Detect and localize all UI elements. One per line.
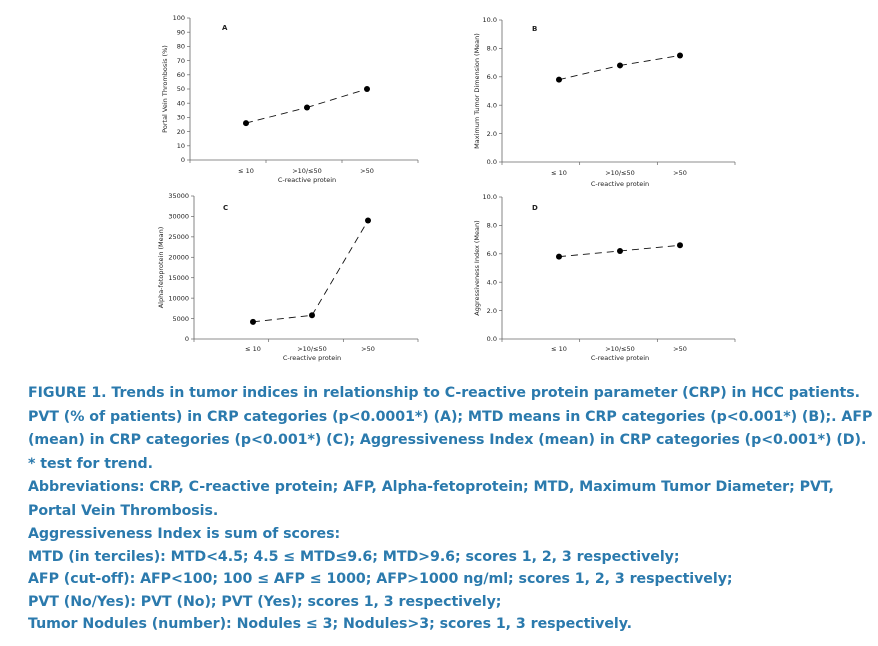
panel-b-trend-segment <box>619 55 681 66</box>
panel-a-data-point <box>364 86 370 92</box>
panel-c-y-tick-label: 0 <box>185 335 189 343</box>
panel-a-y-tick-label: 20 <box>177 128 185 136</box>
panel-d-y-tick-label: 10.0 <box>483 193 497 201</box>
caption-main: FIGURE 1. Trends in tumor indices in rel… <box>28 385 873 448</box>
panel-c-x-category-label: ≤ 10 <box>245 345 261 353</box>
panel-a-y-tick-label: 80 <box>177 43 185 51</box>
panel-a-x-category-label: ≤ 10 <box>238 167 254 175</box>
panel-d-data-point <box>677 242 683 249</box>
panel-b-y-tick-label: 6.0 <box>487 73 497 81</box>
panel-c-trend-segment <box>252 314 313 323</box>
panel-c-x-category-label: >10/≤50 <box>297 345 327 353</box>
caption-ai-title: Aggressiveness Index is sum of scores: <box>28 526 341 542</box>
panel-d-x-axis-label: C-reactive protein <box>591 354 649 362</box>
panel-b-x-category-label: >10/≤50 <box>605 169 635 177</box>
panel-b-y-tick-label: 2.0 <box>487 130 497 138</box>
panel-d-trend-segment <box>558 250 621 258</box>
panel-a-y-tick-label: 10 <box>177 142 185 150</box>
panel-c-data-point <box>250 318 256 325</box>
panel-d-x-category-label: >10/≤50 <box>605 345 635 353</box>
caption-test-note: * test for trend. <box>28 455 153 472</box>
panel-c-data-point <box>365 217 371 224</box>
caption-mtd: MTD (in terciles): MTD<4.5; 4.5 ≤ MTD≤9.… <box>28 548 680 565</box>
panel-a-y-tick-label: 40 <box>177 99 185 107</box>
panel-b-data-point <box>677 52 683 59</box>
panel-b-data-point <box>617 62 623 69</box>
panel-a-y-tick-label: 90 <box>177 28 185 36</box>
panel-c-y-tick-label: 35000 <box>168 192 189 200</box>
panel-b-x-category-label: >50 <box>673 169 687 177</box>
panel-b-y-tick-label: 10.0 <box>483 16 497 24</box>
panel-a-x-axis-label: C-reactive protein <box>278 176 336 184</box>
panel-a-data-point <box>304 104 310 111</box>
panel-a-y-tick-label: 0 <box>181 156 185 164</box>
caption-afp: AFP (cut-off): AFP<100; 100 ≤ AFP ≤ 1000… <box>28 571 733 587</box>
panel-a-y-tick-label: 30 <box>177 114 185 122</box>
panel-d-y-tick-label: 6.0 <box>487 250 497 258</box>
panel-a-letter-label: A <box>222 24 228 32</box>
panel-a-x-category-label: >10/≤50 <box>292 167 322 175</box>
caption-nodules: Tumor Nodules (number): Nodules ≤ 3; Nod… <box>28 616 632 632</box>
caption-abbreviations: Abbreviations: CRP, C-reactive protein; … <box>28 479 834 519</box>
panel-c-x-axis-label: C-reactive protein <box>283 354 341 362</box>
figure-caption: FIGURE 1. Trends in tumor indices in rel… <box>28 382 873 637</box>
panel-d-data-point <box>617 247 623 254</box>
panel-b-y-tick-label: 8.0 <box>487 45 497 53</box>
panel-b-y-tick-label: 4.0 <box>487 101 497 109</box>
panel-b-data-point <box>556 76 562 83</box>
panel-b-y-axis-label: Maximum Tumor Dimension (Mean) <box>473 33 481 149</box>
panel-a-y-tick-label: 100 <box>173 14 185 22</box>
charts-figure: 0 10 20 30 40 50 60 70 80 90 100 ≤ 10 >10/≤50 >50 C-re… <box>157 14 736 362</box>
panel-c-y-tick-label: 30000 <box>168 213 189 221</box>
panel-b-trend-segment <box>558 65 621 81</box>
panel-c-trend-segment <box>311 220 369 316</box>
panel-d-trend-segment <box>619 244 681 252</box>
panel-d-y-tick-label: 0.0 <box>487 335 497 343</box>
panel-b-x-axis-label: C-reactive protein <box>591 180 649 188</box>
panel-c-y-tick-label: 5000 <box>172 315 189 323</box>
panel-d-y-axis-label: Aggressiveness Index (Mean) <box>473 220 481 315</box>
panel-a-y-tick-label: 50 <box>177 85 185 93</box>
panel-c-y-tick-label: 20000 <box>168 253 189 261</box>
panel-b-letter-label: B <box>532 25 537 33</box>
panel-d-letter-label: D <box>532 204 538 212</box>
panel-c-letter-label: C <box>223 204 228 212</box>
panel-a-y-tick-label: 70 <box>177 57 185 65</box>
panel-a-y-tick-label: 60 <box>177 71 185 79</box>
panel-d-data-point <box>556 253 562 260</box>
panel-c-x-category-label: >50 <box>361 345 375 353</box>
caption-pvt: PVT (No/Yes): PVT (No); PVT (Yes); score… <box>28 593 502 610</box>
panel-c-data-point <box>309 312 315 319</box>
panel-a-trend-segment <box>306 88 368 108</box>
panel-a-trend-segment <box>245 107 308 124</box>
panel-c-y-axis-label: Alpha-fetoprotein (Mean) <box>157 227 165 309</box>
panel-a-data-point <box>243 120 249 127</box>
panel-d-x-category-label: ≤ 10 <box>551 345 567 353</box>
panel-c-y-tick-label: 10000 <box>168 294 189 302</box>
panel-d-y-tick-label: 4.0 <box>487 278 497 286</box>
panel-b-y-tick-label: 0.0 <box>487 158 497 166</box>
panel-d-y-tick-label: 2.0 <box>487 307 497 315</box>
panel-d-x-category-label: >50 <box>673 345 687 353</box>
panel-a-y-axis-label: Portal Vein Thrombosis (%) <box>161 45 169 133</box>
panel-c-y-tick-label: 15000 <box>168 274 189 282</box>
panel-a-x-category-label: >50 <box>360 167 374 175</box>
panel-b-x-category-label: ≤ 10 <box>551 169 567 177</box>
panel-d-y-tick-label: 8.0 <box>487 222 497 230</box>
panel-c-y-tick-label: 25000 <box>168 233 189 241</box>
